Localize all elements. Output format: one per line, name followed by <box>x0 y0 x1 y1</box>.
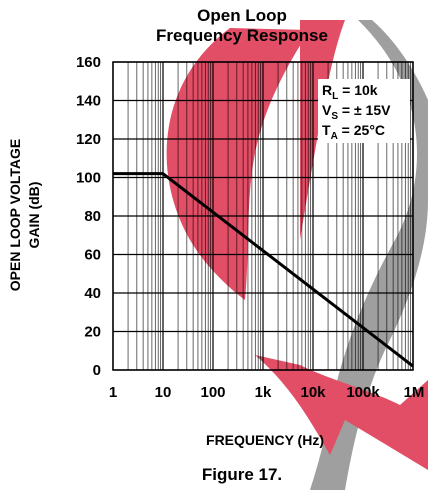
watermark-red-arrow <box>255 355 428 470</box>
x-tick-label: 1M <box>404 384 425 401</box>
figure-caption: Figure 17. <box>202 465 282 484</box>
x-tick-label: 100 <box>200 384 225 401</box>
y-tick-label: 0 <box>93 362 101 379</box>
y-axis-label-line2: GAIN (dB) <box>26 182 42 249</box>
condition-line: RL = 10k <box>322 82 378 102</box>
watermark-gray-arc <box>310 20 428 490</box>
x-axis-label: FREQUENCY (Hz) <box>206 432 324 448</box>
y-tick-labels: 0 20 40 60 80 100 120 140 160 <box>76 54 101 379</box>
y-tick-label: 140 <box>76 93 101 110</box>
y-tick-label: 160 <box>76 54 101 71</box>
y-tick-label: 120 <box>76 131 101 148</box>
chart-title-line2: Frequency Response <box>156 26 328 45</box>
x-tick-label: 10k <box>300 384 326 401</box>
major-grid <box>112 61 414 371</box>
plot-frame <box>112 61 414 371</box>
y-axis-label: OPEN LOOP VOLTAGE GAIN (dB) <box>7 139 42 291</box>
y-tick-label: 60 <box>84 247 101 264</box>
gain-curve <box>113 172 414 368</box>
y-tick-label: 20 <box>84 324 101 341</box>
x-tick-label: 10 <box>155 384 172 401</box>
y-tick-label: 100 <box>76 170 101 187</box>
y-tick-label: 40 <box>84 285 101 302</box>
x-tick-label: 100k <box>346 384 380 401</box>
conditions-background <box>318 79 410 143</box>
x-tick-label: 1 <box>109 384 117 401</box>
y-tick-label: 80 <box>84 208 101 225</box>
condition-line: TA = 25°C <box>322 122 385 142</box>
watermark-red-swoosh-left <box>166 28 310 300</box>
condition-line: VS = ± 15V <box>322 102 391 122</box>
watermark-red-swoosh-right <box>300 20 345 240</box>
y-axis-label-line1: OPEN LOOP VOLTAGE <box>7 139 23 291</box>
x-tick-label: 1k <box>255 384 272 401</box>
curves <box>113 172 414 368</box>
chart-title-line1: Open Loop <box>197 6 287 25</box>
watermark-logo <box>166 20 428 490</box>
x-tick-labels: 1 10 100 1k 10k 100k 1M <box>109 384 425 401</box>
